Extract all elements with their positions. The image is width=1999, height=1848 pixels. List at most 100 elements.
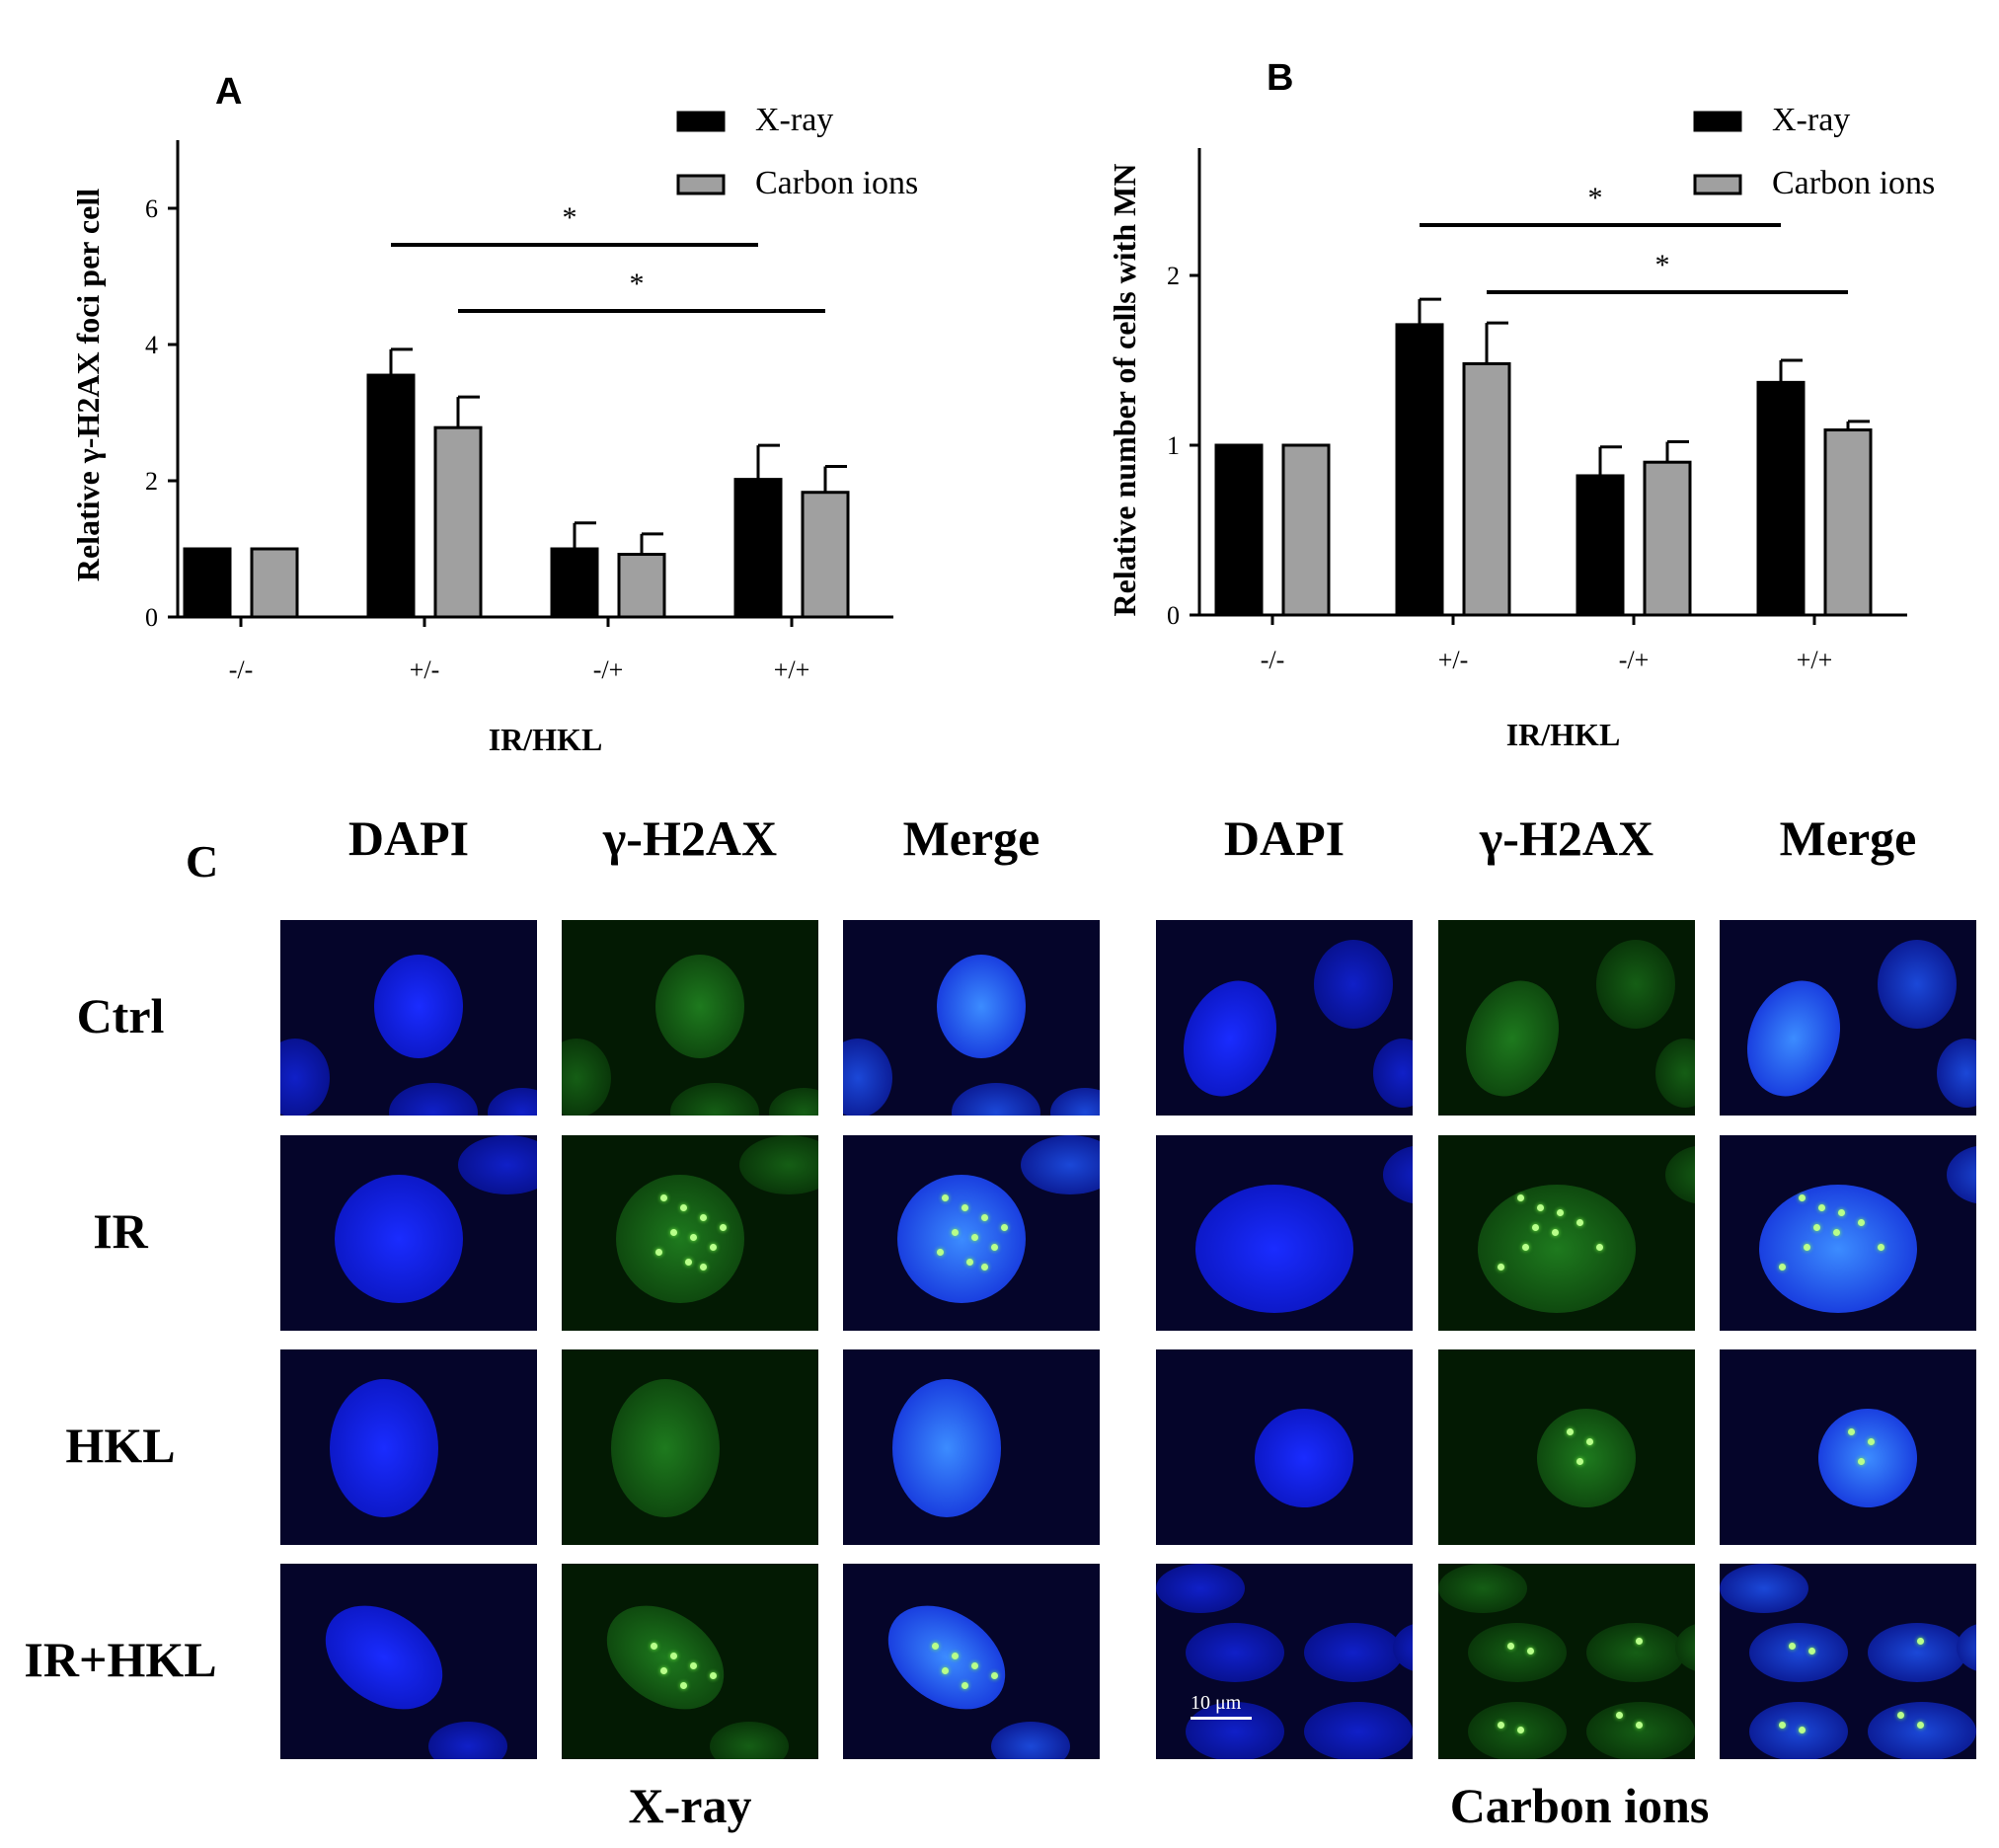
foci-dot [700,1214,707,1221]
micrograph [1720,1349,1976,1545]
cell-nucleus [616,1175,744,1303]
chart-a-category-label: +/- [410,655,440,684]
cell-nucleus [739,1135,818,1194]
chart-b-legend-label: Carbon ions [1772,165,1935,201]
cell-nucleus [1021,1135,1100,1194]
column-header: γ-H2AX [1479,810,1654,866]
chart-a-category-label: +/+ [774,655,810,684]
column-header: DAPI [1223,810,1345,866]
chart-a-y-label: Relative γ-H2AX foci per cell [70,189,106,581]
chart-b-category-label: +/+ [1797,646,1833,674]
chart-a-legend-label: X-ray [755,102,833,138]
chart-b-bar [1462,361,1511,617]
foci-dot [720,1224,727,1231]
foci-dot [981,1214,988,1221]
foci-dot [1001,1224,1008,1231]
micrograph [562,1349,818,1545]
row-label: IR [93,1203,148,1259]
chart-b-y-label: Relative number of cells with MN [1107,164,1142,617]
chart-a-y-tick-label: 6 [145,194,158,223]
foci-dot [1878,1244,1884,1251]
group-label: X-ray [628,1778,752,1833]
foci-dot [1799,1727,1806,1733]
chart-b-x-label: IR/HKL [1506,717,1621,752]
cell-nucleus [1314,940,1393,1029]
cell-nucleus [1720,1564,1808,1613]
cell-nucleus [710,1722,789,1759]
micrograph [1438,1564,1695,1759]
cell-nucleus [1373,1039,1413,1108]
foci-dot [971,1662,978,1669]
cell-nucleus [1236,1390,1372,1526]
chart-b-category-label: +/- [1438,646,1469,674]
micrograph [562,1564,818,1759]
foci-dot [1522,1244,1529,1251]
chart-b-significance-star: * [1655,249,1670,281]
cell-nucleus [488,1088,537,1116]
foci-dot [942,1667,949,1674]
foci-dot [1517,1727,1524,1733]
foci-dot [690,1234,697,1241]
cell-nucleus [1868,1702,1976,1759]
chart-b-y-tick-label: 2 [1167,262,1180,290]
cell-nucleus [655,955,744,1058]
chart-a-significance-star: * [563,201,577,234]
cell-nucleus [769,1088,818,1116]
cell-nucleus [1878,940,1957,1029]
foci-dot [700,1264,707,1270]
column-header: Merge [902,810,1040,866]
row-label: IR+HKL [24,1632,217,1687]
cell-nucleus [1868,1623,1966,1682]
panel-label-b: B [1267,57,1294,99]
chart-b-bar [1643,460,1692,617]
chart-a-bar [801,491,850,619]
cell-nucleus [1438,1564,1527,1613]
micrograph [843,1135,1100,1331]
micrograph [843,1349,1100,1545]
chart-a-bar [550,547,599,619]
micrograph [1720,1135,1976,1331]
foci-dot [1917,1638,1924,1645]
micrograph [280,1135,537,1331]
chart-a-bar [617,553,666,619]
cell-nucleus [1383,1145,1413,1204]
panel-label-c: C [186,836,219,886]
micrograph [1156,1135,1413,1331]
scale-bar: 10 μm [1191,1692,1252,1720]
foci-dot [1636,1638,1643,1645]
foci-dot [1498,1264,1504,1270]
foci-dot [1517,1194,1524,1201]
foci-dot [1527,1648,1534,1655]
cell-nucleus [458,1135,537,1194]
chart-a-significance-star: * [630,268,645,300]
foci-dot [971,1234,978,1241]
micrograph [843,1564,1100,1759]
foci-dot [1596,1244,1603,1251]
cell-nucleus [1168,967,1292,1110]
cell-nucleus [1731,967,1856,1110]
foci-dot [952,1653,959,1659]
cell-nucleus [562,1039,611,1116]
chart-b-bar [1281,443,1331,617]
micrograph [1438,1135,1695,1331]
chart-a-y-tick-label: 4 [145,331,158,359]
chart-a-bar [433,425,483,619]
chart-b-category-label: -/+ [1619,646,1650,674]
cell-nucleus [1186,1623,1284,1682]
foci-dot [670,1229,677,1236]
chart-a-bar [250,547,299,619]
cell-nucleus [374,955,463,1058]
chart-a-x-label: IR/HKL [489,722,603,757]
scale-bar-label: 10 μm [1191,1692,1242,1714]
cell-nucleus [937,955,1026,1058]
cell-nucleus [1957,1623,1976,1672]
foci-dot [1576,1458,1583,1465]
foci-dot [1498,1722,1504,1729]
foci-dot [932,1643,939,1650]
micrograph [280,920,537,1116]
cell-nucleus [586,1583,744,1732]
cell-nucleus [1156,1564,1245,1613]
cell-nucleus [1937,1039,1976,1108]
row-label: HKL [65,1418,176,1473]
cell-nucleus [1586,1623,1685,1682]
